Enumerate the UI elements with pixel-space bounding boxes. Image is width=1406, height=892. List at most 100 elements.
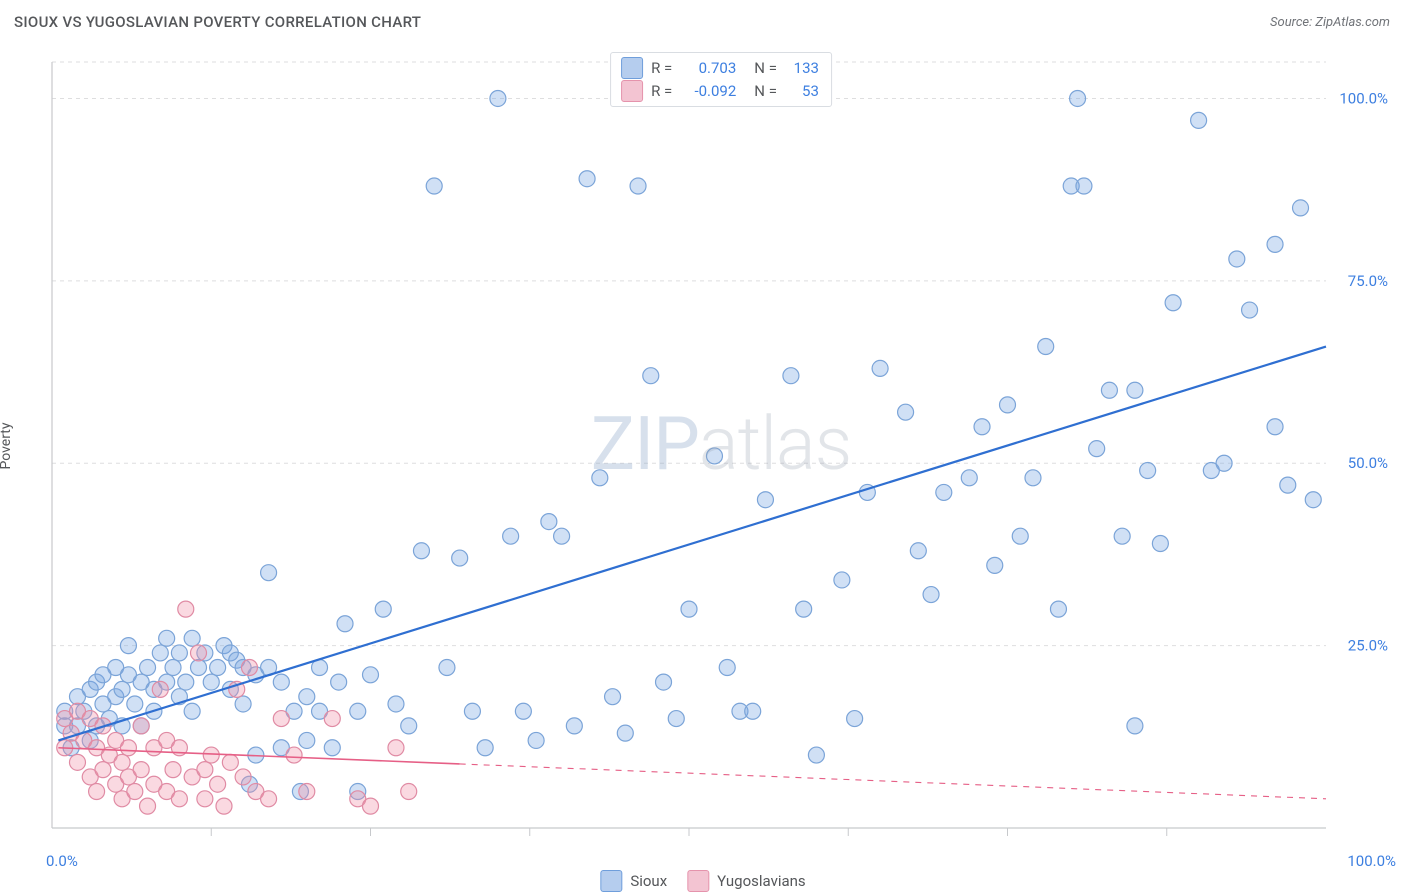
data-point bbox=[191, 645, 207, 661]
data-point bbox=[579, 171, 595, 187]
data-point bbox=[89, 784, 105, 800]
data-point bbox=[184, 703, 200, 719]
data-point bbox=[165, 660, 181, 676]
x-tick-min: 0.0% bbox=[46, 852, 78, 870]
data-point bbox=[127, 784, 143, 800]
data-point bbox=[235, 696, 251, 712]
n-label: N = bbox=[754, 80, 777, 103]
legend-label: Sioux bbox=[630, 872, 667, 890]
data-point bbox=[299, 689, 315, 705]
data-point bbox=[324, 711, 340, 727]
data-point bbox=[152, 681, 168, 697]
data-point bbox=[133, 718, 149, 734]
data-point bbox=[1165, 295, 1181, 311]
data-point bbox=[541, 514, 557, 530]
data-point bbox=[152, 645, 168, 661]
data-point bbox=[1127, 382, 1143, 398]
data-point bbox=[216, 798, 232, 814]
svg-text:100.0%: 100.0% bbox=[1339, 89, 1388, 107]
data-point bbox=[210, 776, 226, 792]
data-point bbox=[363, 667, 379, 683]
data-point bbox=[477, 740, 493, 756]
data-point bbox=[1076, 178, 1092, 194]
data-point bbox=[566, 718, 582, 734]
legend-swatch bbox=[687, 870, 709, 892]
data-point bbox=[261, 565, 277, 581]
data-point bbox=[706, 448, 722, 464]
data-point bbox=[656, 674, 672, 690]
data-point bbox=[1280, 477, 1296, 493]
data-point bbox=[834, 572, 850, 588]
data-point bbox=[515, 703, 531, 719]
data-point bbox=[503, 528, 519, 544]
data-point bbox=[1267, 419, 1283, 435]
data-point bbox=[1000, 397, 1016, 413]
data-point bbox=[554, 528, 570, 544]
data-point bbox=[1152, 535, 1168, 551]
data-point bbox=[974, 419, 990, 435]
data-point bbox=[1305, 492, 1321, 508]
r-label: R = bbox=[651, 80, 672, 103]
data-point bbox=[1012, 528, 1028, 544]
x-axis-labels: 0.0% 100.0% bbox=[46, 852, 1396, 870]
data-point bbox=[1025, 470, 1041, 486]
series-legend: Sioux Yugoslavians bbox=[600, 870, 805, 892]
data-point bbox=[114, 681, 130, 697]
data-point bbox=[120, 638, 136, 654]
y-axis-label: Poverty bbox=[0, 422, 14, 469]
data-point bbox=[936, 484, 952, 500]
data-point bbox=[898, 404, 914, 420]
data-point bbox=[643, 368, 659, 384]
data-point bbox=[203, 747, 219, 763]
data-point bbox=[757, 492, 773, 508]
data-point bbox=[987, 557, 1003, 573]
data-point bbox=[286, 747, 302, 763]
data-point bbox=[235, 769, 251, 785]
data-point bbox=[872, 360, 888, 376]
data-point bbox=[140, 660, 156, 676]
data-point bbox=[1229, 251, 1245, 267]
data-point bbox=[464, 703, 480, 719]
data-point bbox=[299, 732, 315, 748]
n-value: 53 bbox=[785, 80, 819, 103]
x-tick-max: 100.0% bbox=[1347, 852, 1396, 870]
data-point bbox=[120, 740, 136, 756]
data-point bbox=[191, 660, 207, 676]
data-point bbox=[261, 791, 277, 807]
data-point bbox=[783, 368, 799, 384]
data-point bbox=[401, 784, 417, 800]
data-point bbox=[413, 543, 429, 559]
data-point bbox=[719, 660, 735, 676]
data-point bbox=[178, 601, 194, 617]
svg-text:75.0%: 75.0% bbox=[1348, 272, 1388, 290]
data-point bbox=[630, 178, 646, 194]
data-point bbox=[1101, 382, 1117, 398]
svg-text:25.0%: 25.0% bbox=[1348, 637, 1388, 655]
stats-legend: R =0.703N =133R =-0.092N =53 bbox=[610, 52, 832, 107]
data-point bbox=[910, 543, 926, 559]
data-point bbox=[197, 762, 213, 778]
data-point bbox=[133, 762, 149, 778]
chart-title: SIOUX VS YUGOSLAVIAN POVERTY CORRELATION… bbox=[14, 13, 421, 31]
data-point bbox=[210, 660, 226, 676]
header: SIOUX VS YUGOSLAVIAN POVERTY CORRELATION… bbox=[0, 0, 1406, 44]
data-point bbox=[681, 601, 697, 617]
data-point bbox=[1114, 528, 1130, 544]
data-point bbox=[165, 762, 181, 778]
data-point bbox=[337, 616, 353, 632]
data-point bbox=[1038, 339, 1054, 355]
data-point bbox=[95, 762, 111, 778]
data-point bbox=[605, 689, 621, 705]
data-point bbox=[1089, 441, 1105, 457]
data-point bbox=[1216, 455, 1232, 471]
data-point bbox=[69, 754, 85, 770]
data-point bbox=[388, 696, 404, 712]
data-point bbox=[1293, 200, 1309, 216]
data-point bbox=[375, 601, 391, 617]
data-point bbox=[273, 674, 289, 690]
legend-item: Yugoslavians bbox=[687, 870, 806, 892]
data-point bbox=[528, 732, 544, 748]
data-point bbox=[1242, 302, 1258, 318]
data-point bbox=[114, 754, 130, 770]
trend-line bbox=[58, 347, 1326, 741]
